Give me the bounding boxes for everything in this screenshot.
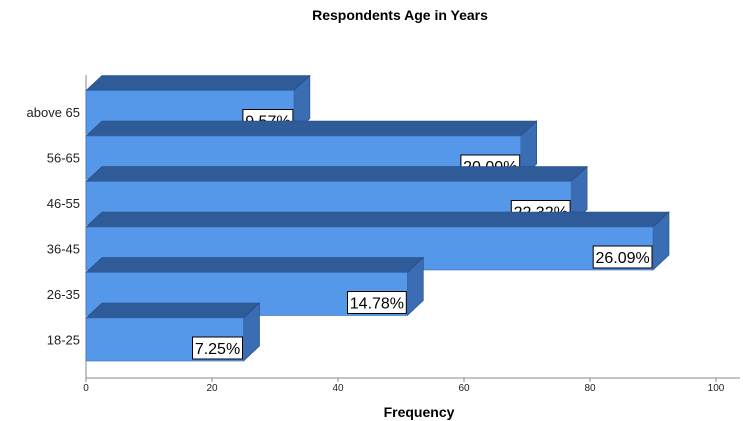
chart-title: Respondents Age in Years	[312, 7, 488, 23]
category-label: 56-65	[47, 151, 80, 166]
x-axis-title: Frequency	[384, 404, 455, 420]
category-label: 18-25	[47, 333, 80, 348]
x-tick-label: 0	[83, 383, 89, 394]
category-label: 36-45	[47, 242, 80, 257]
x-tick-label: 60	[458, 383, 470, 394]
category-label: above 65	[27, 105, 81, 120]
data-label-box	[347, 291, 407, 314]
data-label: 26.09%	[595, 250, 649, 267]
category-label: 46-55	[47, 196, 80, 211]
bar-top-face	[85, 257, 425, 273]
x-tick-label: 40	[332, 383, 344, 394]
x-tick-label: 20	[206, 383, 218, 394]
data-label: 7.25%	[195, 341, 240, 358]
bar-top-face	[85, 211, 670, 228]
data-label-box	[592, 245, 653, 269]
category-label: 26-35	[47, 287, 80, 302]
bar-top-face	[85, 166, 588, 182]
x-tick-label: 80	[584, 383, 596, 394]
data-label-box	[192, 336, 243, 360]
bar-top-face	[85, 302, 261, 319]
x-tick-label: 100	[708, 383, 725, 394]
bar-top-face	[85, 75, 311, 91]
data-label: 14.78%	[350, 296, 404, 313]
bar-top-face	[85, 120, 538, 137]
